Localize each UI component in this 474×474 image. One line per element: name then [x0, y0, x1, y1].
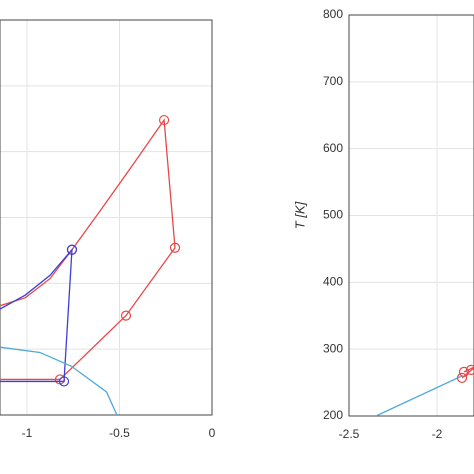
- data-point: [458, 366, 470, 377]
- y-tick-label: 300: [323, 341, 343, 355]
- plot-frame: [0, 19, 213, 416]
- data-layer: [375, 364, 474, 416]
- data-point: [169, 242, 181, 253]
- data-point: [66, 244, 78, 255]
- data-point: [158, 114, 170, 126]
- y-axis-label: T [K]: [292, 201, 307, 229]
- y-tick-label: 200: [323, 408, 343, 422]
- y-tick-label: 500: [323, 208, 343, 222]
- data-point: [120, 310, 132, 321]
- y-tick-label: 600: [323, 141, 343, 155]
- plot-frame: [348, 14, 474, 417]
- y-tick-label: 400: [323, 275, 343, 289]
- y-tick-label: 700: [323, 74, 343, 88]
- data-point: [456, 372, 468, 384]
- x-tick-label: -2: [432, 427, 443, 441]
- data-layer: [0, 114, 181, 415]
- x-tick-label: -1: [22, 426, 33, 440]
- data-point: [465, 364, 474, 375]
- x-tick-label: -0.5: [109, 426, 130, 440]
- data-point: [58, 376, 70, 387]
- x-tick-label: -2.5: [339, 427, 360, 441]
- x-tick-label: 0: [209, 426, 216, 440]
- series-line: [463, 366, 474, 373]
- series-line: [0, 346, 118, 415]
- plot: 200 300 400 500 600 700 800 -2.5 -2 T [K]: [292, 7, 474, 441]
- plot: -1 -0.5 0: [0, 19, 216, 440]
- series-line: [0, 247, 73, 383]
- series-line: [0, 118, 176, 381]
- series-line: [375, 375, 463, 416]
- y-tick-label: 800: [323, 7, 343, 21]
